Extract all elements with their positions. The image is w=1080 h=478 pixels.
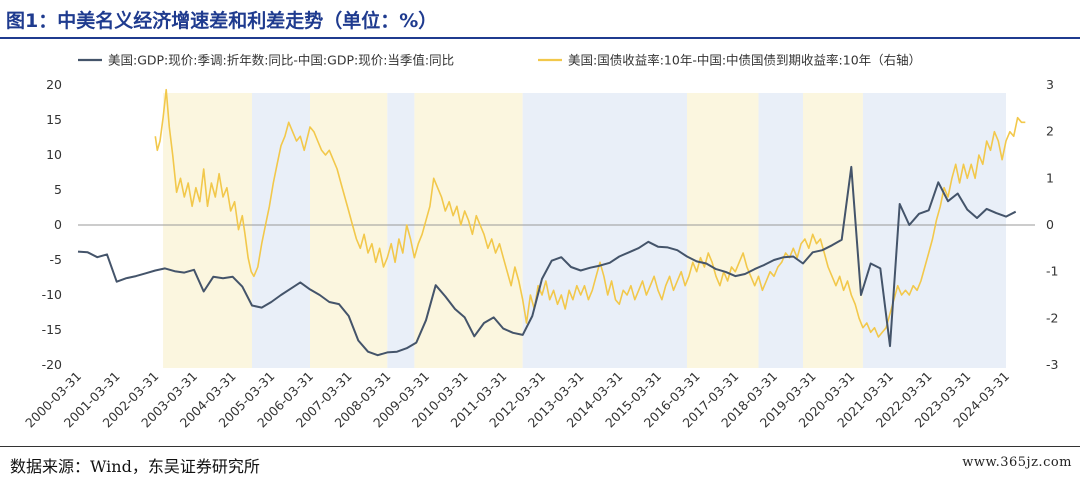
data-source: 数据来源：Wind，东吴证券研究所 (10, 457, 260, 476)
left-tick-label: 20 (46, 77, 62, 92)
right-tick-label: -2 (1046, 310, 1058, 325)
left-tick-label: 10 (46, 147, 62, 162)
x-axis-ticks: 2000-03-312001-03-312002-03-312003-03-31… (22, 369, 1012, 431)
shaded-band-3 (387, 93, 415, 368)
series-lines (77, 88, 1026, 357)
series-line-yield-spread (154, 88, 1026, 338)
chart-title: 图1：中美名义经济增速差和利差走势（单位：%） (6, 10, 438, 32)
left-tick-label: 15 (46, 112, 62, 127)
legend: 美国:GDP:现价:季调:折年数:同比-中国:GDP:现价:当季值:同比 美国:国… (78, 53, 921, 68)
left-tick-label: -15 (42, 322, 62, 337)
right-tick-label: 3 (1046, 77, 1054, 92)
shaded-band-8 (803, 93, 863, 368)
shaded-band-6 (687, 93, 759, 368)
shaded-periods (163, 93, 1006, 368)
shaded-band-1 (252, 93, 310, 368)
left-tick-label: 5 (54, 182, 62, 197)
right-tick-label: -3 (1046, 357, 1058, 372)
legend-label-1: 美国:国债收益率:10年-中国:中债国债到期收益率:10年（右轴） (568, 53, 921, 68)
right-tick-label: 2 (1046, 124, 1054, 139)
title-divider (0, 37, 1080, 39)
left-tick-label: -10 (42, 287, 62, 302)
right-tick-label: -1 (1046, 264, 1058, 279)
shaded-band-2 (310, 93, 388, 368)
series-line-gdp-gap (77, 165, 1017, 357)
shaded-band-4 (414, 93, 523, 368)
shaded-band-0 (163, 93, 252, 368)
watermark: www.365jz.com (962, 455, 1072, 470)
left-tick-label: 0 (54, 217, 62, 232)
right-tick-label: 0 (1046, 217, 1054, 232)
legend-label-0: 美国:GDP:现价:季调:折年数:同比-中国:GDP:现价:当季值:同比 (108, 53, 454, 68)
left-tick-label: -5 (50, 252, 62, 267)
left-tick-label: -20 (42, 357, 62, 372)
left-axis-ticks: 20 15 10 5 0 -5 -10 -15 -20 (42, 77, 62, 372)
footer-divider (0, 446, 1080, 447)
shaded-band-5 (522, 93, 687, 368)
right-tick-label: 1 (1046, 170, 1054, 185)
shaded-band-7 (758, 93, 803, 368)
right-axis-ticks: 3 2 1 0 -1 -2 -3 (1046, 77, 1058, 372)
